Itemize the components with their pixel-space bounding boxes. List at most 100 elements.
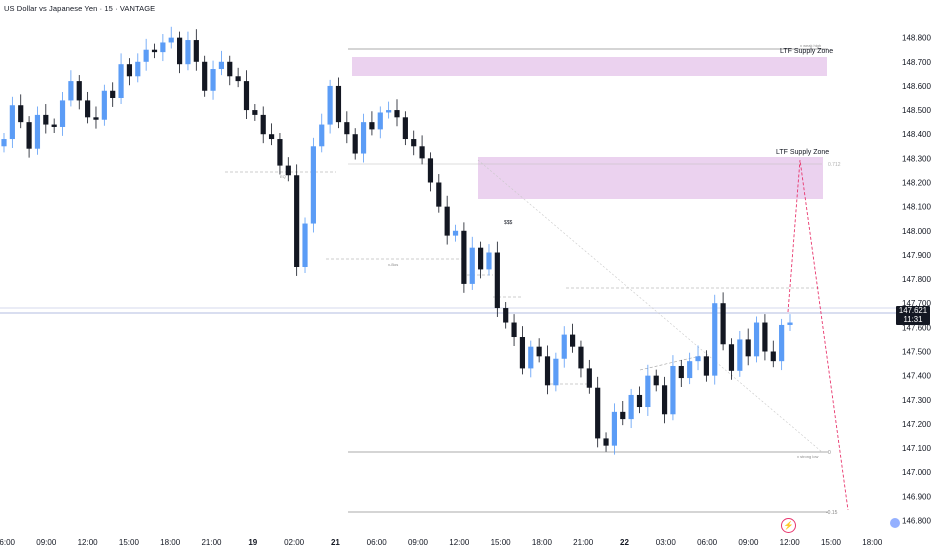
candle-body (687, 361, 692, 378)
candle-body (411, 139, 416, 146)
candle-body (169, 38, 174, 43)
candle-body (578, 347, 583, 369)
flag-icon[interactable] (890, 518, 900, 528)
candle-body (252, 110, 257, 115)
candle-body (1, 139, 6, 146)
candle-body (177, 38, 182, 65)
candle-body (144, 50, 149, 62)
candle-body (478, 248, 483, 270)
candle-body (729, 344, 734, 371)
candle-body (311, 146, 316, 223)
time-tick-label: 02:00 (284, 538, 305, 547)
time-tick-label: 19 (248, 538, 257, 547)
candle-body (453, 231, 458, 236)
candle-body (261, 115, 266, 134)
candle-body (486, 253, 491, 270)
time-axis[interactable]: 06:00 09:00 12:00 15:00 18:00 21:00 19 02:00 21 0… (0, 538, 883, 547)
price-tick-label: 147.900 (902, 251, 931, 260)
price-tick-label: 148.100 (902, 203, 931, 212)
fib-neg-label: -0.15 (826, 510, 838, 516)
candle-body (127, 64, 132, 76)
candle-body (110, 91, 115, 98)
candle-body (160, 42, 165, 52)
candle-body (52, 125, 57, 127)
candle-body (654, 376, 659, 386)
candle-body (336, 86, 341, 122)
price-tick-label: 148.800 (902, 34, 931, 43)
candle-body (68, 81, 73, 100)
time-tick-label: 18:00 (862, 538, 883, 547)
price-tick-label: 147.800 (902, 275, 931, 284)
candle-body (637, 395, 642, 407)
candle-body (712, 303, 717, 375)
candle-body (77, 81, 82, 100)
price-tick-label: 147.500 (902, 348, 931, 357)
price-tick-label: 148.200 (902, 179, 931, 188)
time-tick-label: 21 (331, 538, 340, 547)
chart-title: US Dollar vs Japanese Yen · 15 · VANTAGE (4, 4, 155, 13)
price-tick-label: 147.200 (902, 420, 931, 429)
candle-body (277, 139, 282, 166)
supply-zone-2 (478, 157, 823, 199)
candle-body (394, 110, 399, 117)
time-tick-label: 15:00 (491, 538, 512, 547)
candle-body (185, 40, 190, 64)
candle-body (461, 231, 466, 284)
candle-body (194, 40, 199, 62)
price-tick-label: 148.400 (902, 130, 931, 139)
price-tick-label: 148.000 (902, 227, 931, 236)
candle-body (85, 100, 90, 117)
lightning-icon[interactable]: ⚡ (781, 518, 796, 533)
candle-body (294, 175, 299, 267)
price-tick-label: 147.100 (902, 444, 931, 453)
candle-body (746, 339, 751, 356)
candle-body (629, 395, 634, 419)
price-tick-label: 146.800 (902, 517, 931, 526)
candle-body (553, 359, 558, 386)
candle-body (595, 388, 600, 439)
time-tick-label: 21:00 (573, 538, 594, 547)
time-tick-label: 21:00 (201, 538, 222, 547)
candle-body (704, 356, 709, 375)
candle-body (419, 146, 424, 158)
time-tick-label: 12:00 (78, 538, 99, 547)
candle-body (353, 134, 358, 153)
candle-body (403, 117, 408, 139)
candle-body (511, 323, 516, 337)
supply-zone-2-label: LTF Supply Zone (776, 149, 829, 156)
price-tick-label: 148.700 (902, 58, 931, 67)
time-tick-label: 09:00 (408, 538, 429, 547)
candle-body (328, 86, 333, 125)
candle-body (503, 308, 508, 322)
candle-body (118, 64, 123, 98)
time-tick-label: 18:00 (160, 538, 181, 547)
triple-label: $$$ (504, 220, 513, 226)
strong-low-label: x strong low (797, 454, 818, 459)
time-tick-label: 12:00 (449, 538, 470, 547)
weak-high-label: x weak high (800, 43, 821, 48)
candle-body (378, 112, 383, 129)
candle-body (737, 339, 742, 370)
candle-body (528, 347, 533, 369)
fib-diagonal (478, 160, 822, 452)
price-tick-label: 148.300 (902, 154, 931, 163)
candle-body (645, 376, 650, 407)
candle-body (436, 183, 441, 207)
time-tick-label: 15:00 (821, 538, 842, 547)
candle-body (771, 352, 776, 362)
time-tick-label: 06:00 (0, 538, 16, 547)
candle-body (302, 224, 307, 267)
candle-body (762, 323, 767, 352)
candle-body (102, 91, 107, 120)
candle-body (18, 105, 23, 122)
candle-body (219, 62, 224, 69)
candle-body (344, 122, 349, 134)
price-axis[interactable]: 148.800 148.700 148.600 148.500 148.400 148.3… (902, 34, 931, 526)
time-tick-label: 06:00 (367, 538, 388, 547)
time-tick-label: 09:00 (36, 538, 57, 547)
candle-body (670, 366, 675, 414)
candle-body (386, 110, 391, 112)
candle-body (35, 115, 40, 149)
candle-body (787, 323, 792, 325)
